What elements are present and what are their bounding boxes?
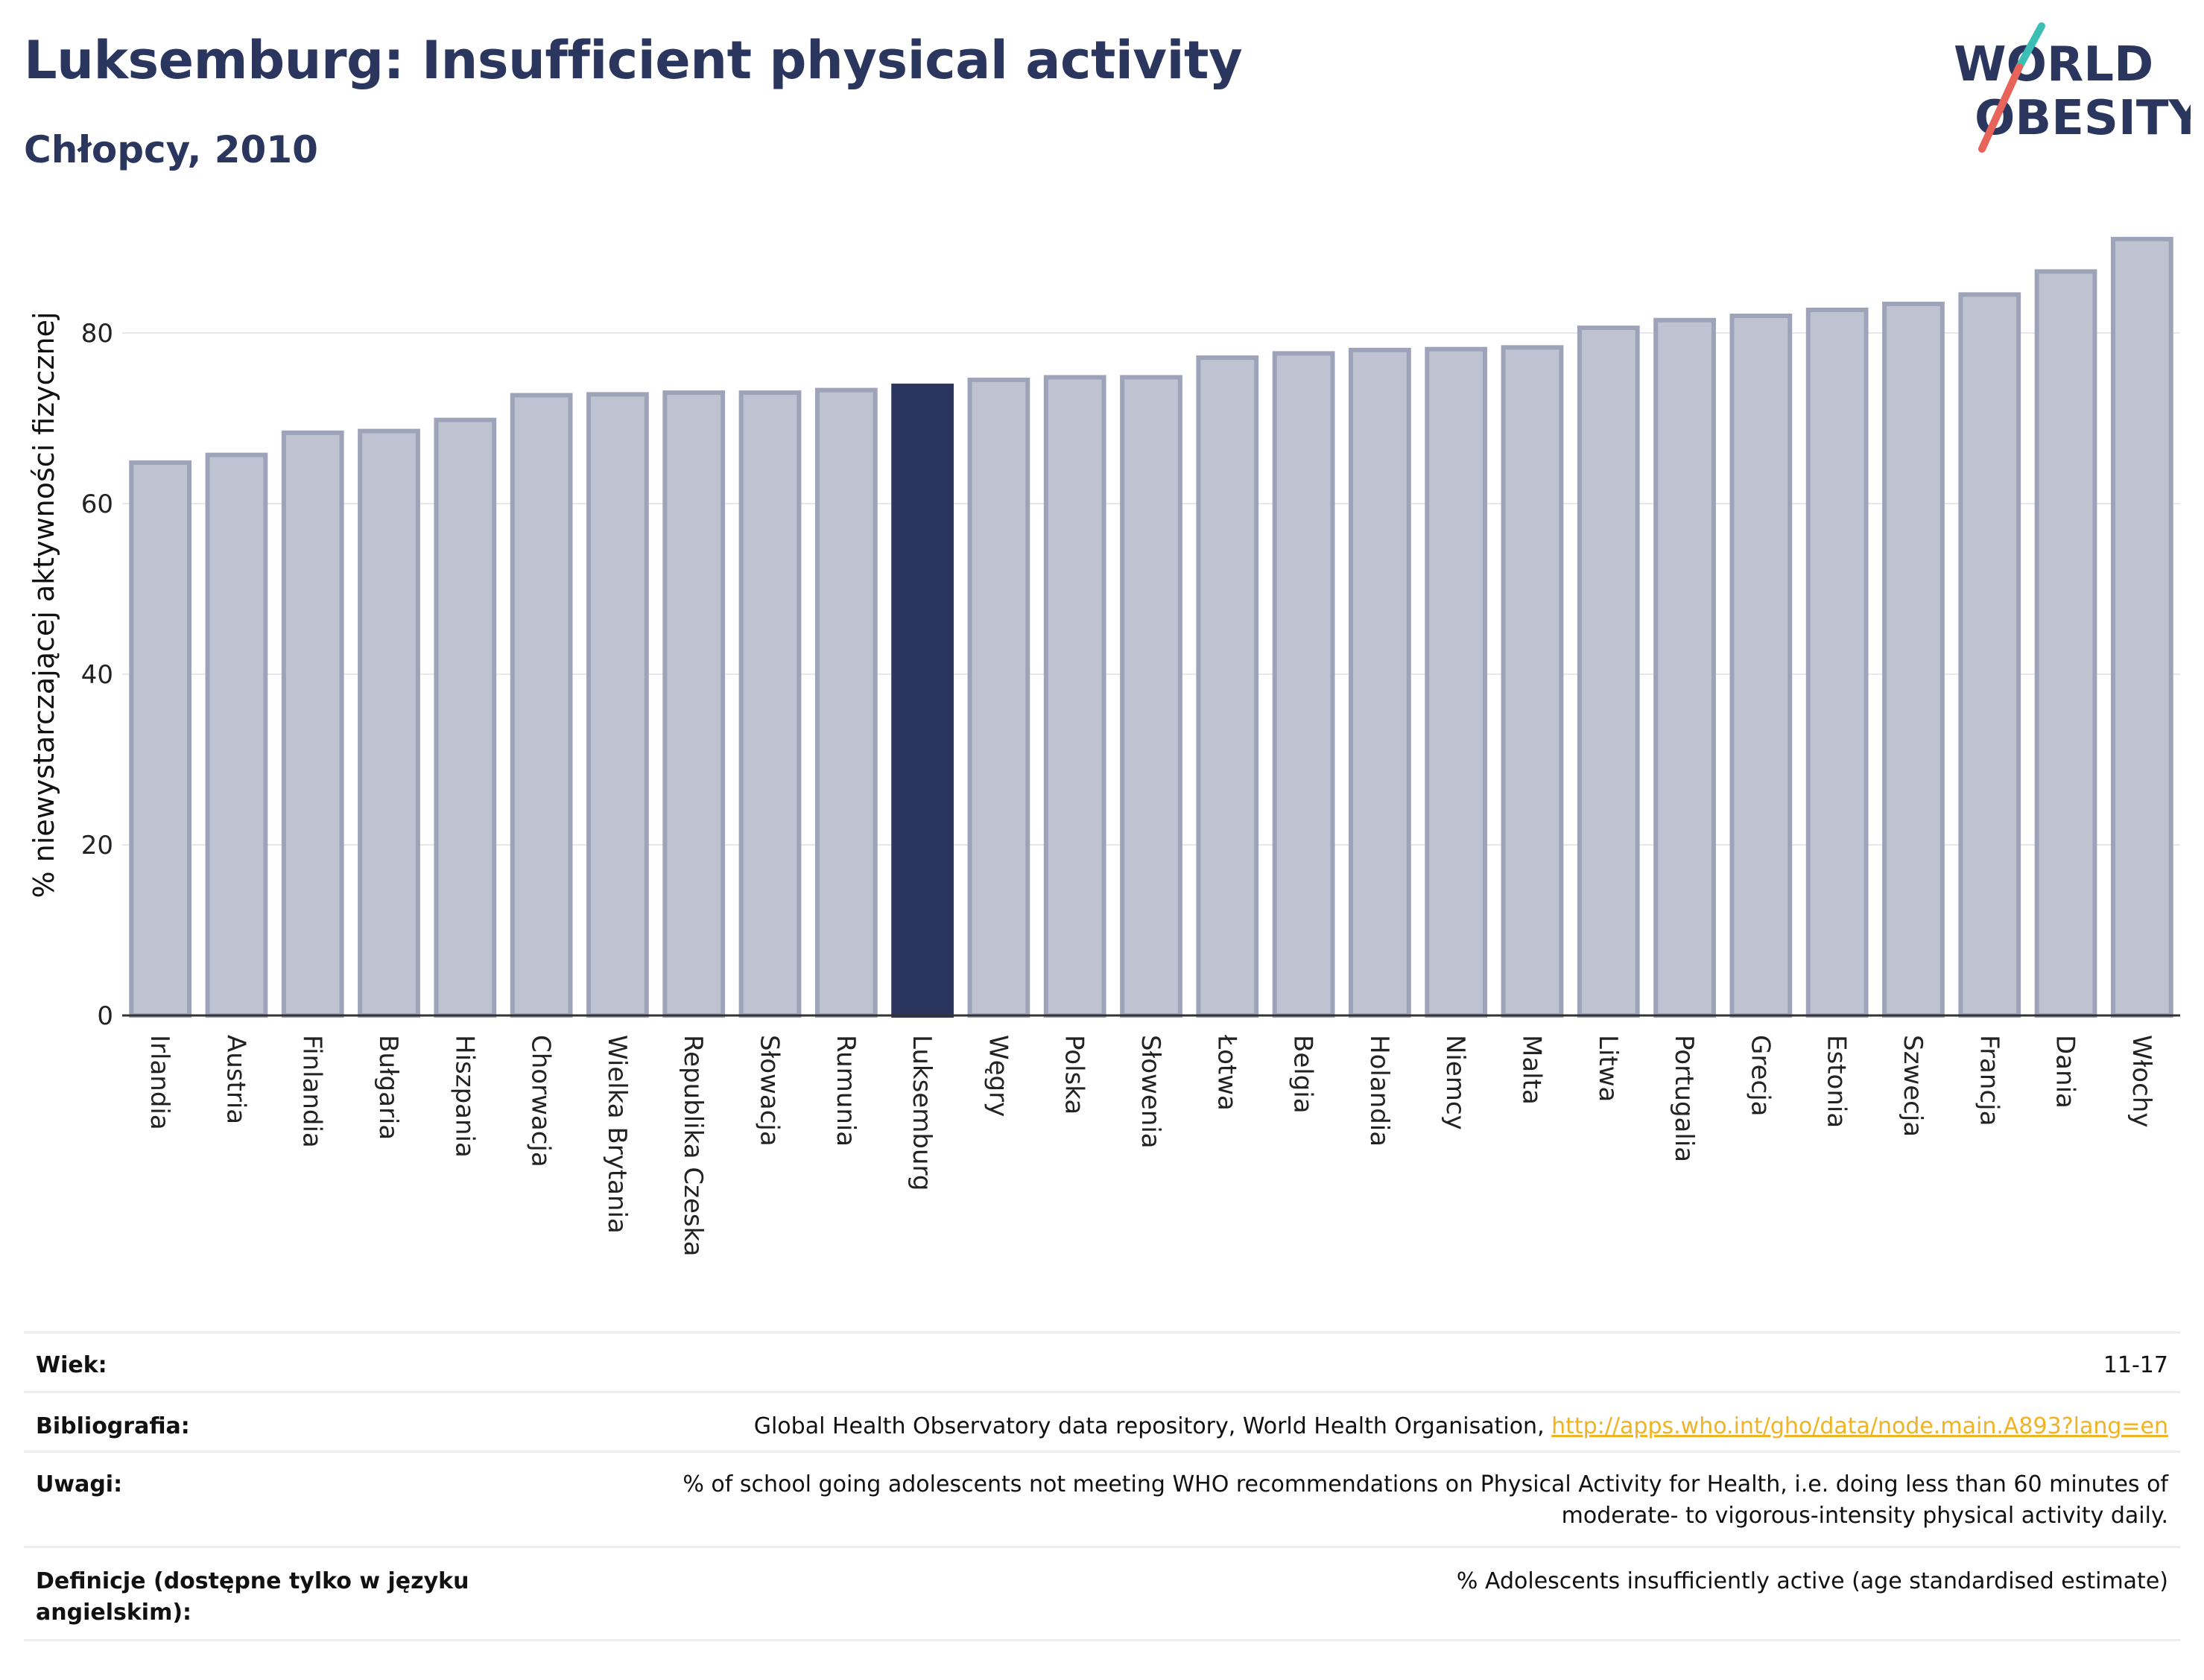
bar-holandia — [1349, 347, 1411, 1018]
bar-estonia — [1805, 307, 1869, 1018]
bar-hiszpania — [434, 417, 497, 1018]
bar-austria — [205, 452, 268, 1018]
bar-luksemburg — [891, 383, 954, 1018]
notes-label: Uwagi: — [36, 1471, 123, 1497]
x-tick-label: Luksemburg — [907, 1035, 937, 1191]
x-tick-label: Grecja — [1745, 1035, 1775, 1116]
x-tick-label: Francja — [1974, 1035, 2004, 1126]
bar-dania — [2034, 269, 2097, 1018]
x-tick-label: Finlandia — [297, 1035, 327, 1148]
notes-line2: moderate- to vigorous-intensity physical… — [1561, 1503, 2168, 1529]
x-tick-label: Estonia — [1822, 1035, 1852, 1128]
definitions-label: Definicje (dostępne tylko w języku angiel… — [36, 1566, 513, 1629]
bar-portugalia — [1653, 317, 1716, 1018]
bibliography-value: Global Health Observatory data repositor… — [529, 1411, 2168, 1442]
x-tick-label: Polska — [1060, 1035, 1089, 1115]
x-tick-label: Litwa — [1593, 1035, 1623, 1102]
notes-line1: % of school going adolescents not meetin… — [683, 1471, 2168, 1497]
logo-teal-stroke — [2015, 22, 2045, 71]
bibliography-label: Bibliografia: — [36, 1413, 190, 1439]
y-axis-ticks: 0 20 40 60 80 — [81, 319, 113, 1031]
info-row-bibliography: Bibliografia: Global Health Observatory … — [24, 1391, 2180, 1453]
bar-łotwa — [1196, 355, 1259, 1018]
y-tick-label: 80 — [81, 319, 113, 349]
bibliography-text: Global Health Observatory data repositor… — [753, 1413, 1552, 1439]
bar-szwecja — [1882, 301, 1945, 1018]
bar-polska — [1043, 375, 1106, 1018]
bar-francja — [1958, 292, 2021, 1018]
logo-red-stroke — [1978, 63, 2023, 153]
y-tick-label: 0 — [97, 1001, 113, 1031]
definitions-label-line2: angielskim): — [36, 1600, 192, 1626]
definitions-label-line1: Definicje (dostępne tylko w języku — [36, 1568, 469, 1594]
chart-title: Luksemburg: Insufficient physical activi… — [24, 30, 1243, 91]
x-tick-label: Malta — [1516, 1035, 1546, 1105]
x-tick-label: Holandia — [1364, 1035, 1394, 1147]
y-axis-label: % niewystarczającej aktywności fizycznej — [28, 311, 60, 898]
notes-value: % of school going adolescents not meetin… — [529, 1469, 2168, 1532]
x-tick-label: Włochy — [2127, 1035, 2156, 1127]
world-obesity-logo: WORLD OBESITY — [1954, 22, 2191, 153]
y-tick-label: 40 — [81, 660, 113, 690]
bar-litwa — [1577, 326, 1640, 1018]
x-tick-label: Portugalia — [1669, 1035, 1699, 1162]
bar-słowacja — [738, 390, 802, 1018]
x-tick-label: Chorwacja — [526, 1035, 556, 1167]
bar-włochy — [2110, 236, 2173, 1018]
bar-węgry — [967, 377, 1030, 1018]
bar-wielka-brytania — [586, 392, 649, 1018]
x-tick-label: Słowacja — [755, 1035, 785, 1147]
x-tick-label: Słowenia — [1136, 1035, 1165, 1149]
x-tick-label: Dania — [2051, 1035, 2080, 1109]
x-axis-ticks: Irlandia Austria Finlandia Bułgaria Hiszpani… — [145, 1034, 2156, 1257]
x-tick-label: Republika Czeska — [678, 1035, 708, 1257]
info-row-notes: Uwagi: % of school going adolescents not… — [24, 1451, 2180, 1548]
bar-irlandia — [129, 460, 192, 1018]
definitions-value: % Adolescents insufficiently active (age… — [1456, 1568, 2168, 1594]
bar-malta — [1501, 345, 1564, 1018]
bar-chorwacja — [510, 393, 573, 1018]
x-tick-label: Rumunia — [831, 1035, 861, 1147]
logo-line2: OBESITY — [1975, 91, 2191, 146]
age-value: 11-17 — [2103, 1352, 2168, 1378]
y-tick-label: 60 — [81, 489, 113, 519]
x-tick-label: Węgry — [983, 1035, 1013, 1117]
x-tick-label: Wielka Brytania — [602, 1035, 632, 1234]
bar-rumunia — [814, 387, 878, 1018]
x-tick-label: Niemcy — [1440, 1035, 1470, 1130]
bar-republika-czeska — [662, 390, 726, 1018]
chart-subtitle: Chłopcy, 2010 — [24, 128, 318, 171]
bibliography-link[interactable]: http://apps.who.int/gho/data/node.main.A… — [1551, 1413, 2168, 1439]
bar-belgia — [1272, 351, 1335, 1018]
x-tick-label: Hiszpania — [449, 1035, 479, 1158]
bar-grecja — [1729, 313, 1793, 1018]
bar-chart: 0 20 40 60 80 Irlandia Austria Finlandia Bułgar… — [28, 236, 2180, 1257]
info-row-definitions: Definicje (dostępne tylko w języku angiel… — [24, 1546, 2180, 1641]
info-row-age: Wiek: 11-17 — [24, 1331, 2180, 1393]
bar-słowenia — [1120, 375, 1182, 1018]
bar-bułgaria — [358, 428, 420, 1018]
age-label: Wiek: — [36, 1352, 107, 1378]
x-tick-label: Belgia — [1288, 1035, 1318, 1114]
x-tick-label: Szwecja — [1898, 1035, 1928, 1137]
y-tick-label: 20 — [81, 831, 113, 860]
x-tick-label: Irlandia — [145, 1035, 174, 1130]
bars — [122, 236, 2180, 1018]
logo-line1: WORLD — [1954, 37, 2153, 92]
bar-niemcy — [1425, 346, 1488, 1018]
table-bottom-border — [24, 1639, 2180, 1641]
x-tick-label: Bułgaria — [373, 1035, 403, 1140]
x-tick-label: Łotwa — [1212, 1034, 1241, 1111]
bar-finlandia — [281, 430, 344, 1018]
x-tick-label: Austria — [221, 1035, 250, 1124]
